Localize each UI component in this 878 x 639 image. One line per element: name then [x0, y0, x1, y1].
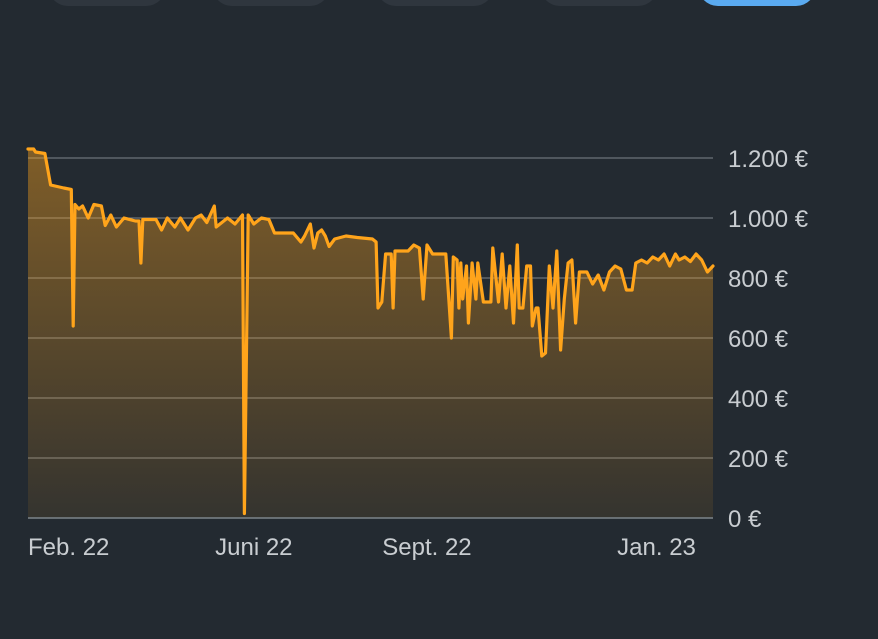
y-tick-label: 400 € [728, 386, 789, 413]
y-axis-ticks: 0 € 200 € 400 € 600 € 800 € 1.000 € 1.200 € [728, 146, 809, 533]
x-tick-label: Sept. 22 [382, 534, 471, 561]
price-line [26, 147, 715, 516]
x-axis-ticks: Feb. 22 Juni 22 Sept. 22 Jan. 23 [28, 534, 696, 561]
y-tick-label: 1.200 € [728, 146, 809, 173]
y-tick-label: 600 € [728, 326, 789, 353]
price-area-fill [28, 149, 713, 518]
y-tick-label: 200 € [728, 446, 789, 473]
x-tick-label: Juni 22 [215, 534, 292, 561]
x-tick-label: Feb. 22 [28, 534, 109, 561]
range-tab-5-active[interactable] [698, 0, 816, 6]
y-tick-label: 1.000 € [728, 206, 809, 233]
range-tab-3[interactable] [376, 0, 494, 6]
range-tab-2[interactable] [212, 0, 330, 6]
y-tick-label: 0 € [728, 506, 762, 533]
x-tick-label: Jan. 23 [617, 534, 696, 561]
range-tab-1[interactable] [48, 0, 166, 6]
y-tick-label: 800 € [728, 266, 789, 293]
range-tab-4[interactable] [540, 0, 658, 6]
